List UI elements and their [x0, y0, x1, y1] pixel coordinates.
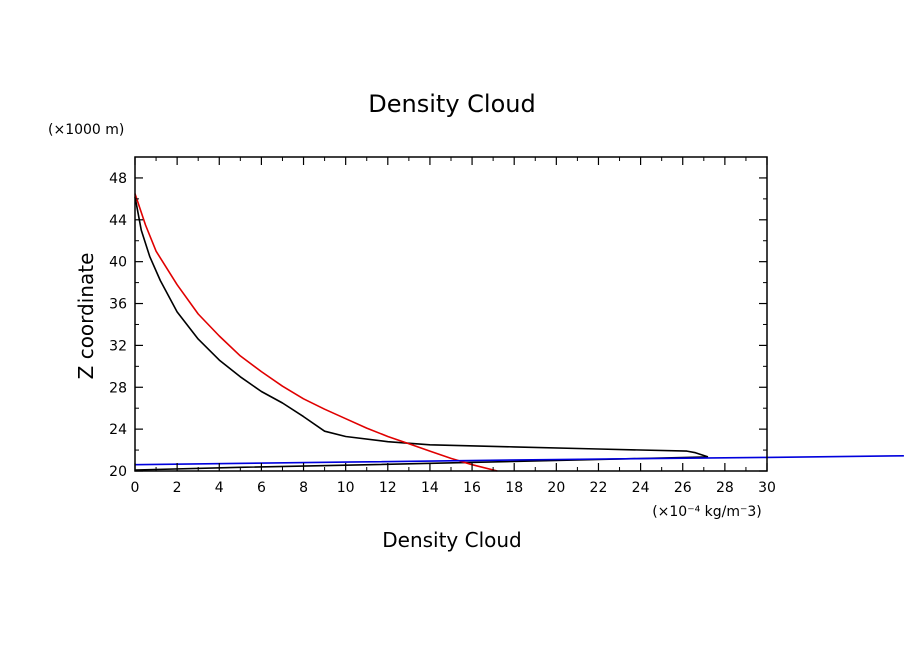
- x-tick-label: 2: [173, 480, 182, 496]
- x-tick-label: 30: [758, 480, 776, 496]
- x-tick-label: 12: [379, 480, 397, 496]
- y-tick-label: 44: [109, 213, 127, 229]
- chart-title: Density Cloud: [368, 90, 535, 118]
- axis-layer: 0 2 4 6 8 10 12 14 16 18 20 22 24 26 28 302024283236404…: [109, 157, 776, 496]
- series-line-3: [134, 193, 498, 472]
- x-tick-label: 16: [463, 480, 481, 496]
- x-tick-label: 8: [299, 480, 308, 496]
- x-tick-label: 0: [131, 480, 140, 496]
- y-tick-label: 32: [109, 338, 127, 354]
- x-tick-label: 28: [716, 480, 734, 496]
- y-tick-label: 40: [109, 255, 127, 271]
- x-unit-label: (×10⁻⁴ kg/m⁻3): [652, 504, 762, 520]
- x-tick-label: 6: [257, 480, 266, 496]
- series-line-4: [134, 455, 904, 466]
- x-tick-label: 24: [632, 480, 650, 496]
- x-axis-label: Density Cloud: [382, 528, 522, 552]
- x-tick-label: 26: [674, 480, 692, 496]
- y-unit-label: (×1000 m): [48, 122, 124, 138]
- y-tick-label: 28: [109, 380, 127, 396]
- plot-frame: [134, 156, 768, 472]
- x-tick-label: 4: [215, 480, 224, 496]
- x-tick-label: 10: [337, 480, 355, 496]
- x-tick-label: 20: [547, 480, 565, 496]
- y-tick-label: 36: [109, 297, 127, 313]
- x-tick-label: 18: [505, 480, 523, 496]
- series-line-1: [134, 196, 709, 458]
- y-tick-label: 24: [109, 422, 127, 438]
- x-tick-label: 14: [421, 480, 439, 496]
- series-layer: [134, 193, 904, 472]
- y-tick-label: 20: [109, 464, 127, 480]
- x-tick-label: 22: [590, 480, 608, 496]
- y-axis-label: Z coordinate: [74, 253, 98, 380]
- y-tick-label: 48: [109, 171, 127, 187]
